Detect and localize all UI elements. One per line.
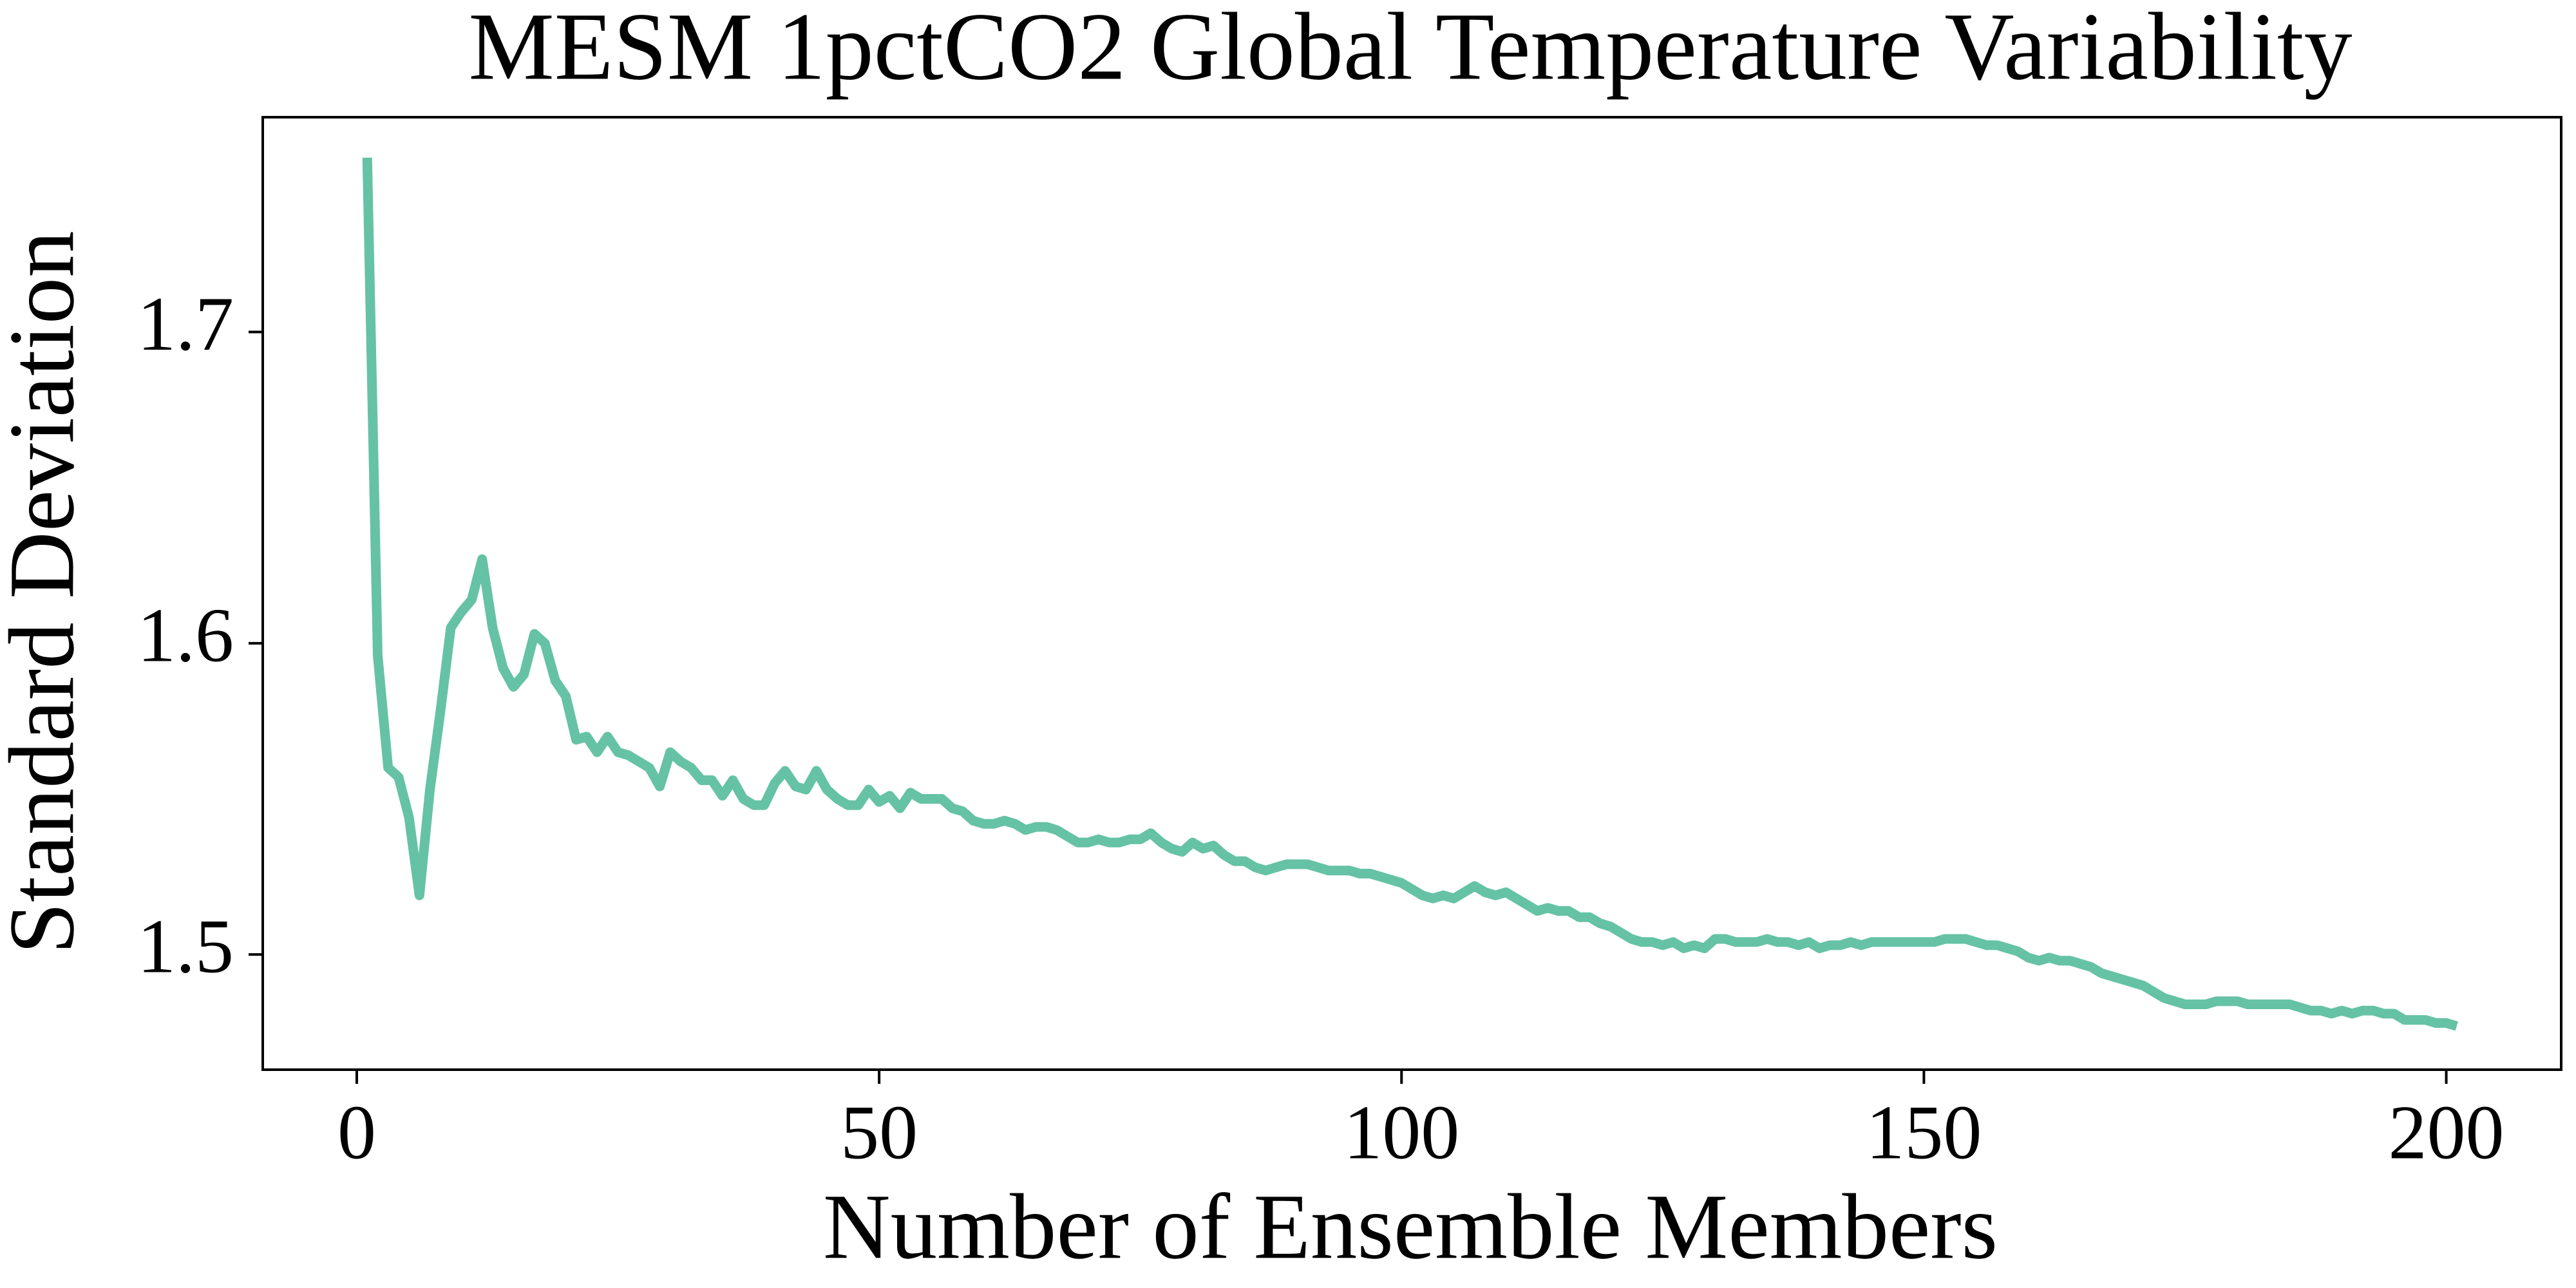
y-tick-label: 1.7 <box>137 281 234 366</box>
plot-frame <box>261 116 2562 1071</box>
x-tick-label: 0 <box>337 1090 376 1175</box>
x-axis-label: Number of Ensemble Members <box>823 1175 1998 1278</box>
y-axis-label: Standard Deviation <box>0 231 93 954</box>
y-tick-label: 1.5 <box>137 904 234 989</box>
x-tick-label: 100 <box>1343 1090 1459 1175</box>
chart-title: MESM 1pctCO2 Global Temperature Variabil… <box>468 0 2352 100</box>
x-tick-label: 150 <box>1866 1090 1982 1175</box>
x-tick-label: 50 <box>840 1090 918 1175</box>
data-line <box>362 157 2458 1031</box>
y-tick-label: 1.6 <box>137 592 234 677</box>
x-tick-label: 200 <box>2389 1090 2505 1175</box>
